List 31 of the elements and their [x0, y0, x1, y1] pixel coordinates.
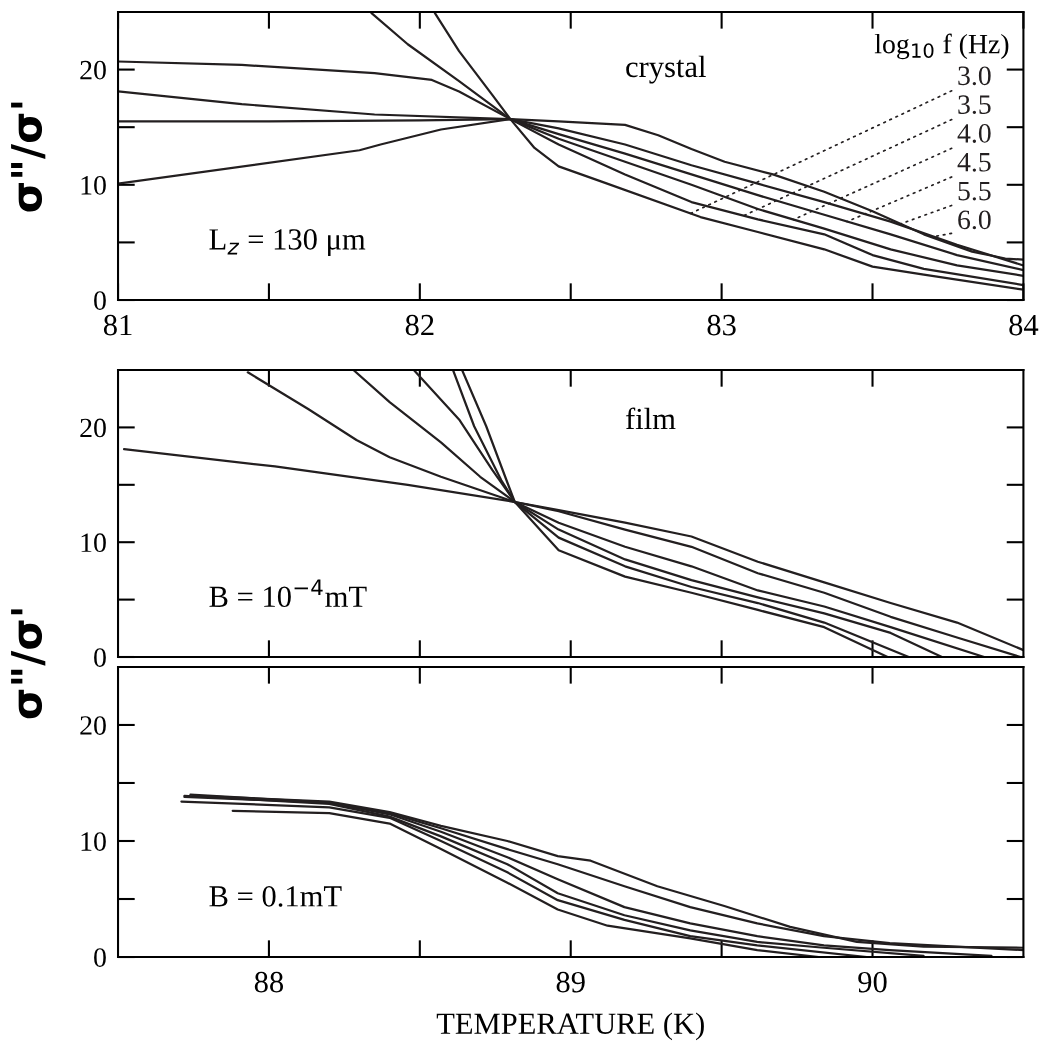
x-tick-label: 84	[1009, 314, 1039, 336]
text: 3.5	[958, 95, 991, 115]
x-tick-label: 83	[707, 314, 736, 336]
x-tick-label: 90	[858, 971, 887, 993]
annotation: crystal	[626, 55, 706, 84]
y-tick-label: 20	[80, 60, 106, 80]
y-tick-label: 0	[94, 948, 106, 967]
legend-title: log$_{10}$ f (Hz)	[874, 33, 1009, 60]
series-label: 5.5	[958, 181, 991, 201]
text: 4.5	[957, 153, 991, 172]
y-tick-label: 10	[81, 175, 106, 195]
series-label: 6.0	[958, 210, 991, 230]
y-tick-label: 0	[94, 648, 106, 667]
annotation: L$_{z}$ = 130 μm	[209, 229, 366, 256]
annotation: B = 10$^{−4}$mT	[209, 579, 367, 608]
y-tick-label: 20	[80, 418, 106, 438]
y-axis-title: σ"/σ'	[11, 609, 46, 719]
x-tick-label: 81	[103, 314, 132, 336]
x-tick-label: 82	[405, 314, 434, 336]
y-tick-label: 0	[94, 291, 106, 310]
text: 3.0	[958, 66, 991, 86]
text: 4.0	[957, 124, 991, 143]
y-axis-title: σ"/σ'	[11, 102, 46, 212]
y-tick-label: 20	[80, 716, 106, 735]
y-tick-label: 10	[81, 533, 106, 553]
annotation: film	[625, 407, 676, 430]
x-tick-label: 88	[254, 971, 284, 993]
x-axis-title: TEMPERATURE (K)	[436, 1012, 704, 1041]
annotation: B = 0.1mT	[209, 886, 342, 907]
y-tick-label: 10	[81, 832, 106, 851]
x-tick-label: 89	[556, 971, 585, 993]
